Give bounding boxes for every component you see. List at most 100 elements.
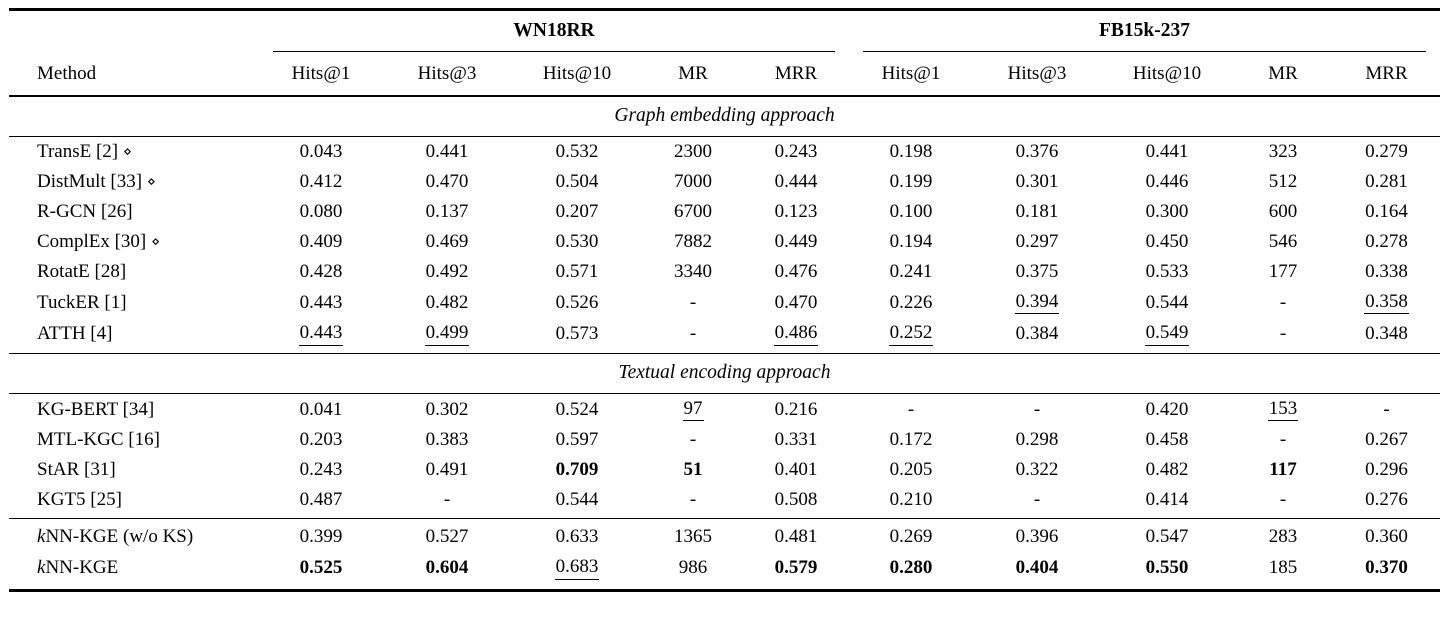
value-cell: 0.267 bbox=[1365, 429, 1408, 451]
value-cell: 0.370 bbox=[1365, 557, 1408, 579]
value-cell: 0.444 bbox=[774, 171, 818, 192]
value-cell: 546 bbox=[1268, 231, 1298, 252]
method-cell: ComplEx [30] ⋄ bbox=[37, 231, 161, 252]
section-title: Textual encoding approach bbox=[9, 353, 1440, 394]
underlined-value: 0.549 bbox=[1144, 323, 1190, 346]
value-cell: 0.043 bbox=[299, 141, 343, 162]
value-cell: - bbox=[643, 485, 743, 520]
value-cell: 0.164 bbox=[1365, 201, 1408, 222]
value-cell: 0.443 bbox=[259, 318, 383, 354]
value-cell: - bbox=[643, 318, 743, 354]
value-cell: 0.532 bbox=[555, 141, 599, 162]
value-cell: 0.709 bbox=[555, 459, 599, 481]
table-row: DistMult [33] ⋄ 0.412 0.470 0.504 7000 0.444 0.… bbox=[9, 167, 1440, 197]
underlined-value: 0.252 bbox=[888, 323, 934, 346]
value-cell: 0.399 bbox=[259, 518, 383, 553]
value-cell: 0.384 bbox=[973, 318, 1101, 354]
value-cell: 0.492 bbox=[425, 261, 469, 282]
group-header-row: WN18RR FB15k-237 bbox=[9, 10, 1440, 52]
value-cell: 0.137 bbox=[425, 201, 469, 222]
method-cell: ATTH [4] bbox=[9, 318, 259, 354]
value-cell: 0.526 bbox=[555, 291, 599, 313]
value-cell: 0.203 bbox=[299, 429, 343, 451]
table-row: RotatE [28] 0.428 0.492 0.571 3340 0.476 0.241… bbox=[9, 257, 1440, 287]
value-cell: 2300 bbox=[674, 141, 712, 162]
method-cell: MTL-KGC [16] bbox=[37, 429, 160, 451]
value-cell: 0.491 bbox=[425, 459, 469, 481]
value-cell: 0.199 bbox=[889, 171, 933, 192]
value-cell: 7000 bbox=[674, 171, 712, 192]
value-cell: 0.504 bbox=[555, 171, 599, 192]
fb15k237-mrr-header: MRR bbox=[1333, 52, 1440, 97]
value-cell: 0.524 bbox=[555, 398, 599, 420]
diamond-icon: ⋄ bbox=[147, 175, 156, 190]
value-cell: 7882 bbox=[674, 231, 712, 252]
value-cell: 0.530 bbox=[555, 231, 599, 252]
value-cell: 0.123 bbox=[774, 201, 818, 222]
group-header-wn18rr-label: WN18RR bbox=[273, 20, 835, 52]
value-cell: 0.482 bbox=[1145, 459, 1189, 481]
value-cell: 0.482 bbox=[425, 291, 469, 313]
group-header-wn18rr: WN18RR bbox=[259, 10, 849, 52]
value-cell: 0.470 bbox=[425, 171, 469, 192]
value-cell: 0.348 bbox=[1333, 318, 1440, 354]
value-cell: 0.604 bbox=[425, 557, 469, 579]
value-cell: 0.533 bbox=[1145, 261, 1189, 282]
table-row: KG-BERT [34] 0.041 0.302 0.524 97 0.216 - - 0.42… bbox=[9, 393, 1440, 425]
value-cell: 0.499 bbox=[383, 318, 511, 354]
value-cell: 0.358 bbox=[1333, 287, 1440, 318]
value-cell: 0.226 bbox=[889, 291, 933, 313]
value-cell: - bbox=[1233, 318, 1333, 354]
table-row: ComplEx [30] ⋄ 0.409 0.469 0.530 7882 0.449 0.1… bbox=[9, 227, 1440, 257]
value-cell: 600 bbox=[1268, 201, 1298, 222]
value-cell: 0.298 bbox=[1015, 429, 1059, 451]
table-row: MTL-KGC [16] 0.203 0.383 0.597 - 0.331 0.172 0.… bbox=[9, 425, 1440, 455]
value-cell: 0.597 bbox=[555, 429, 599, 451]
value-cell: 0.571 bbox=[555, 261, 599, 282]
value-cell: 0.450 bbox=[1145, 231, 1189, 252]
value-cell: 0.449 bbox=[774, 231, 818, 252]
method-cell: TuckER [1] bbox=[37, 291, 127, 313]
group-header-fb15k237: FB15k-237 bbox=[849, 10, 1440, 52]
value-cell: 0.476 bbox=[774, 261, 818, 282]
value-cell: 0.276 bbox=[1333, 485, 1440, 520]
wn18rr-hits1-header: Hits@1 bbox=[259, 52, 383, 97]
method-cell: kNN-KGE (w/o KS) bbox=[9, 518, 259, 553]
value-cell: 0.281 bbox=[1365, 171, 1408, 192]
value-cell: 0.683 bbox=[511, 552, 643, 590]
table-row: kNN-KGE (w/o KS) 0.399 0.527 0.633 1365 0.481… bbox=[9, 518, 1440, 553]
value-cell: 0.573 bbox=[511, 318, 643, 354]
value-cell: 283 bbox=[1233, 518, 1333, 553]
value-cell: 0.280 bbox=[889, 557, 933, 579]
value-cell: 0.243 bbox=[774, 141, 818, 162]
value-cell: 0.441 bbox=[425, 141, 469, 162]
method-cell: KGT5 [25] bbox=[9, 485, 259, 520]
value-cell: 0.420 bbox=[1145, 398, 1189, 420]
value-cell: 6700 bbox=[674, 201, 712, 222]
method-cell: RotatE [28] bbox=[37, 261, 127, 282]
value-cell: 0.080 bbox=[299, 201, 343, 222]
value-cell: 0.301 bbox=[1015, 171, 1059, 192]
value-cell: 0.375 bbox=[1015, 261, 1059, 282]
method-cell: KG-BERT [34] bbox=[37, 398, 155, 420]
value-cell: 117 bbox=[1269, 459, 1297, 481]
value-cell: 0.527 bbox=[383, 518, 511, 553]
value-cell: 0.216 bbox=[774, 398, 818, 420]
value-cell: - bbox=[689, 291, 697, 313]
value-cell: 0.360 bbox=[1333, 518, 1440, 553]
table-row: ATTH [4] 0.443 0.499 0.573-0.486 0.252 0.384 0… bbox=[9, 318, 1440, 354]
method-cell: R-GCN [26] bbox=[37, 201, 133, 222]
value-cell: 177 bbox=[1268, 261, 1298, 282]
value-cell: - bbox=[1233, 485, 1333, 520]
method-cell: kNN-KGE bbox=[37, 557, 119, 579]
method-cell: DistMult [33] ⋄ bbox=[37, 171, 156, 192]
value-cell: 97 bbox=[643, 393, 743, 425]
underlined-value: 97 bbox=[682, 398, 704, 422]
underlined-value: 0.486 bbox=[773, 323, 819, 346]
value-cell: 1365 bbox=[643, 518, 743, 553]
section-title: Graph embedding approach bbox=[9, 96, 1440, 137]
table-row: TransE [2] ⋄ 0.043 0.441 0.532 2300 0.243 0.198… bbox=[9, 137, 1440, 168]
value-cell: 51 bbox=[683, 459, 703, 481]
method-italic-prefix: k bbox=[37, 526, 46, 548]
